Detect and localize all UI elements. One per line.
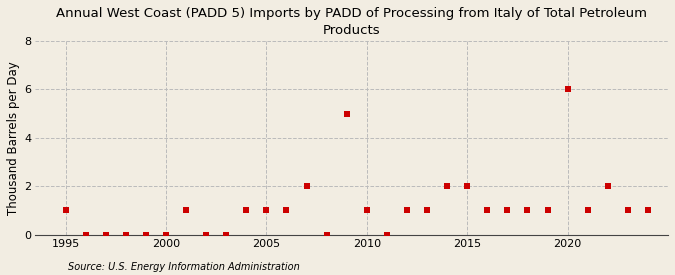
Title: Annual West Coast (PADD 5) Imports by PADD of Processing from Italy of Total Pet: Annual West Coast (PADD 5) Imports by PA… (56, 7, 647, 37)
Text: Source: U.S. Energy Information Administration: Source: U.S. Energy Information Administ… (68, 262, 299, 272)
Y-axis label: Thousand Barrels per Day: Thousand Barrels per Day (7, 61, 20, 215)
